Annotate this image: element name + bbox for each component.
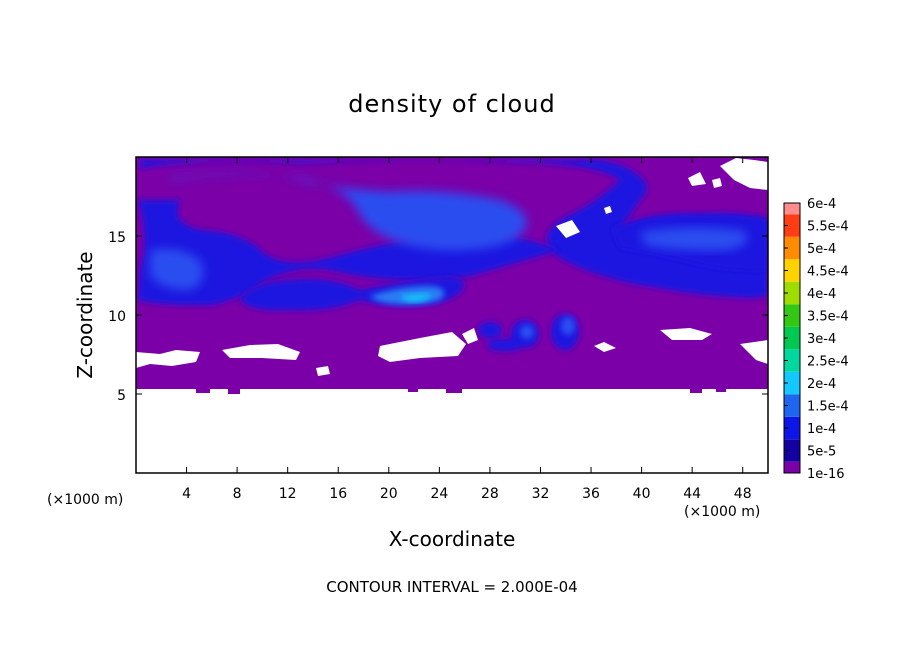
boundary-speck	[690, 389, 702, 393]
colorbar-swatch	[784, 439, 800, 462]
y-axis-title: Z-coordinate	[73, 251, 97, 378]
field-upper-light-region	[170, 173, 527, 251]
empty-patch	[136, 350, 200, 368]
colorbar-level-label: 1e-4	[807, 422, 836, 437]
colorbar-level-label: 4.5e-4	[807, 265, 849, 280]
x-unit-right: (×1000 m)	[684, 504, 760, 520]
empty-patch	[462, 328, 478, 344]
empty-patch	[316, 366, 330, 376]
boundary-speck	[228, 389, 240, 394]
field-upper-blue-band	[140, 160, 768, 298]
colorbar-swatch	[784, 461, 800, 473]
empty-patch	[720, 158, 768, 190]
empty-patch	[604, 206, 612, 214]
field-blob	[487, 339, 523, 351]
empty-patch	[688, 172, 706, 186]
colorbar-swatch	[784, 394, 800, 417]
field-blob-core	[520, 325, 534, 339]
boundary-speck	[716, 389, 726, 392]
field-blob-core	[561, 317, 575, 335]
field-left-blue-region	[138, 200, 560, 306]
empty-patch	[378, 332, 466, 362]
contour-interval-note: CONTOUR INTERVAL = 2.000E-04	[326, 578, 577, 596]
empty-patch	[556, 220, 580, 238]
colorbar-swatch	[784, 214, 800, 237]
field-left-light-region	[150, 248, 204, 290]
colorbar-level-label: 2e-4	[807, 377, 836, 392]
x-tick-label: 24	[430, 486, 448, 502]
empty-lower-region	[136, 389, 768, 473]
colorbar-swatch	[784, 349, 800, 372]
y-tick-label: 5	[117, 388, 126, 404]
chart-title: density of cloud	[348, 90, 555, 118]
colorbar-level-label: 6e-4	[807, 197, 836, 212]
boundary-speck	[196, 389, 210, 393]
x-axis-ticks: 4 8 12 16 20 24 28 32 36 40 44 48	[182, 157, 752, 502]
boundary-speck	[408, 389, 418, 392]
x-tick-label: 32	[532, 486, 550, 502]
field-empty-patches	[136, 158, 768, 473]
colorbar-swatch	[784, 259, 800, 282]
x-tick-label: 44	[683, 486, 701, 502]
colorbar-swatch	[784, 236, 800, 260]
empty-patch	[222, 344, 300, 360]
x-tick-label: 20	[380, 486, 398, 502]
colorbar: 1e-16 5e-5 1e-4 1.5e-4 2e-4 2.5e-4 3e-4 3.5e-4 4…	[783, 197, 849, 482]
colorbar-level-label: 1.5e-4	[807, 400, 849, 415]
field-blob	[478, 322, 502, 338]
field-cyan-streak-peak	[400, 293, 432, 302]
y-tick-label: 10	[108, 309, 126, 325]
field-lower-blob-cores	[520, 317, 575, 339]
empty-patch	[594, 342, 616, 352]
colorbar-swatch	[784, 203, 800, 215]
colorbar-swatch	[784, 371, 800, 395]
x-axis-title: X-coordinate	[389, 527, 516, 551]
y-tick-label: 15	[108, 230, 126, 246]
boundary-speck	[446, 389, 462, 393]
empty-patch	[740, 340, 768, 364]
colorbar-level-label: 5.5e-4	[807, 220, 849, 235]
colorbar-swatch	[784, 326, 800, 350]
field-right-light-region	[640, 227, 748, 251]
colorbar-level-label: 3e-4	[807, 332, 836, 347]
y-axis-ticks: 5 10 15	[108, 230, 768, 404]
x-tick-label: 8	[233, 486, 242, 502]
x-tick-label: 40	[633, 486, 651, 502]
x-tick-label: 48	[734, 486, 752, 502]
x-tick-label: 28	[481, 486, 499, 502]
x-tick-label: 12	[279, 486, 297, 502]
colorbar-swatch	[784, 416, 800, 440]
colorbar-swatch	[784, 281, 800, 305]
x-unit-left: (×1000 m)	[47, 492, 123, 508]
colorbar-swatch	[784, 304, 800, 327]
x-tick-label: 4	[182, 486, 191, 502]
colorbar-level-label: 4e-4	[807, 287, 836, 302]
colorbar-level-label: 2.5e-4	[807, 355, 849, 370]
density-field	[136, 157, 768, 473]
empty-patch	[712, 178, 722, 188]
colorbar-level-label: 5e-5	[807, 445, 836, 460]
empty-patch	[660, 328, 712, 340]
x-tick-label: 36	[582, 486, 600, 502]
field-boundary-specks	[196, 389, 726, 394]
x-tick-label: 16	[329, 486, 347, 502]
colorbar-level-label: 3.5e-4	[807, 310, 849, 325]
colorbar-level-label: 1e-16	[807, 467, 845, 482]
colorbar-level-label: 5e-4	[807, 242, 836, 257]
